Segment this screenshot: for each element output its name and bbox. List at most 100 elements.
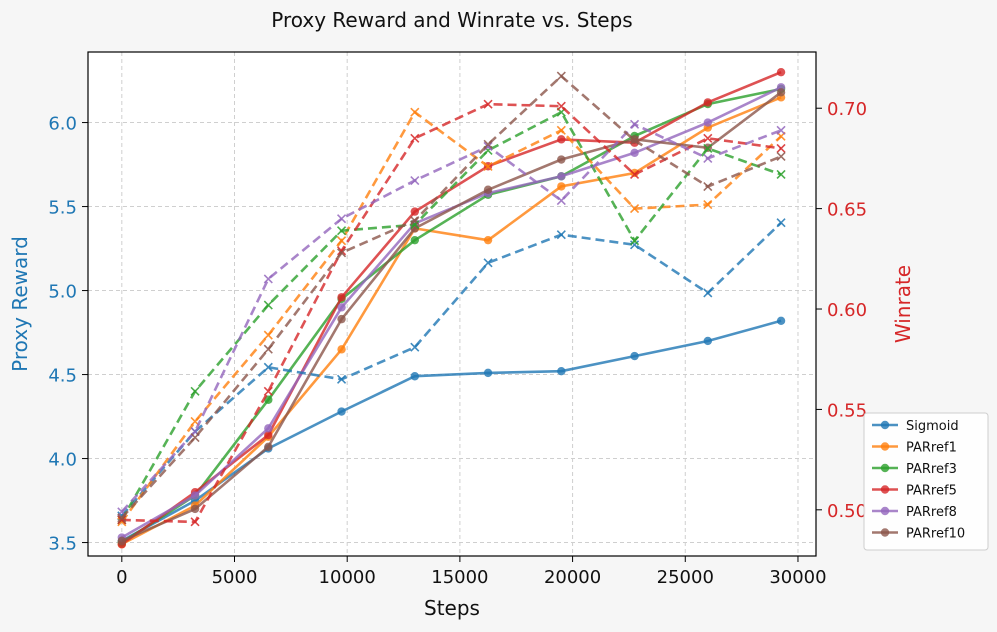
legend-label: PARref8 (906, 505, 957, 520)
left-tick-label: 5.5 (48, 198, 77, 219)
x-tick-label: 10000 (319, 567, 376, 588)
left-tick-label: 3.5 (48, 534, 77, 555)
winrate-point-parref5 (703, 133, 713, 143)
winrate-point-parref5 (190, 517, 200, 527)
reward-line-parref1 (121, 96, 782, 546)
winrate-point-sigmoid (263, 362, 273, 372)
winrate-point-parref3 (776, 169, 786, 180)
legend-marker (880, 528, 890, 537)
winrate-line-parref10 (120, 74, 782, 519)
right-tick-label: 0.60 (827, 300, 867, 321)
reward-point-sigmoid (410, 372, 420, 381)
reward-point-parref1 (630, 168, 639, 178)
winrate-point-parref5 (776, 143, 786, 153)
winrate-point-parref10 (263, 344, 273, 354)
plot-frame (87, 51, 817, 557)
x-tick-label: 25000 (657, 567, 714, 588)
reward-line-sigmoid (121, 319, 782, 543)
reward-point-parref10 (117, 536, 127, 546)
reward-point-parref5 (776, 67, 786, 77)
winrate-point-parref5 (263, 386, 273, 396)
reward-point-parref1 (337, 345, 346, 354)
winrate-point-parref1 (629, 204, 640, 214)
winrate-point-parref10 (336, 248, 347, 258)
winrate-series-group (117, 71, 786, 527)
reward-point-parref10 (190, 504, 200, 514)
winrate-point-parref5 (483, 99, 493, 109)
reward-series-group (117, 67, 786, 549)
left-tick-label: 4.5 (48, 366, 77, 387)
reward-point-parref1 (557, 182, 566, 191)
reward-point-parref5 (337, 293, 346, 302)
winrate-point-parref10 (703, 181, 713, 192)
winrate-point-parref5 (336, 246, 347, 256)
reward-point-sigmoid (337, 407, 346, 416)
legend-marker (880, 485, 890, 494)
winrate-point-parref1 (703, 200, 713, 210)
x-axis-title: Steps (424, 596, 480, 620)
left-tick-label: 5.0 (48, 282, 77, 303)
left-axis-title: Proxy Reward (8, 236, 32, 372)
legend-label: PARref3 (906, 462, 957, 477)
right-tick-label: 0.55 (827, 400, 867, 421)
winrate-point-sigmoid (556, 230, 566, 240)
reward-point-parref8 (190, 491, 200, 500)
winrate-point-parref1 (483, 161, 493, 172)
right-axis: 0.50 0.55 0.60 0.65 0.70 (816, 99, 867, 522)
x-axis: 0 5000 10000 15000 20000 25000 30000 (116, 556, 827, 588)
winrate-point-parref8 (263, 274, 273, 284)
reward-line-parref3 (121, 87, 782, 544)
winrate-point-parref5 (556, 101, 566, 111)
winrate-point-sigmoid (483, 258, 493, 268)
legend-marker (880, 420, 890, 430)
winrate-point-parref3 (190, 386, 200, 396)
winrate-line-parref1 (120, 110, 782, 523)
reward-point-sigmoid (483, 368, 493, 378)
winrate-point-parref8 (410, 175, 420, 186)
winrate-point-parref10 (410, 216, 420, 226)
reward-point-parref1 (483, 235, 493, 245)
reward-point-parref10 (337, 314, 346, 324)
winrate-point-parref8 (629, 119, 640, 129)
winrate-point-parref1 (263, 330, 273, 340)
winrate-point-parref8 (556, 196, 566, 206)
reward-point-sigmoid (703, 336, 713, 346)
left-tick-label: 4.0 (48, 450, 77, 471)
winrate-point-parref10 (556, 71, 566, 81)
winrate-point-parref5 (117, 515, 127, 525)
x-tick-label: 0 (116, 567, 127, 588)
reward-point-parref8 (557, 172, 566, 181)
winrate-point-sigmoid (703, 288, 713, 298)
reward-point-parref8 (703, 118, 713, 127)
reward-line-parref10 (121, 91, 782, 543)
winrate-point-parref10 (483, 139, 493, 149)
x-tick-label: 30000 (769, 567, 826, 588)
winrate-point-parref3 (263, 300, 273, 310)
reward-point-sigmoid (630, 351, 639, 361)
legend: Sigmoid PARref1 PARref3 PARref5 PARref8 PARre… (863, 412, 989, 551)
legend-label: PARref1 (906, 441, 957, 456)
reward-point-parref8 (630, 148, 639, 157)
reward-point-parref5 (557, 135, 566, 144)
winrate-point-parref8 (336, 214, 347, 224)
reward-point-parref5 (703, 98, 713, 107)
winrate-point-parref8 (703, 153, 713, 163)
winrate-point-parref1 (336, 236, 347, 246)
reward-point-parref5 (410, 207, 420, 216)
reward-point-parref10 (264, 442, 273, 451)
legend-marker (880, 506, 890, 516)
x-tick-label: 20000 (544, 567, 601, 588)
winrate-point-parref3 (336, 226, 347, 236)
right-tick-label: 0.50 (827, 501, 867, 522)
legend-marker (880, 463, 890, 473)
winrate-point-sigmoid (776, 218, 786, 228)
reward-point-parref8 (264, 424, 273, 433)
winrate-line-parref8 (120, 122, 782, 513)
winrate-point-parref10 (190, 432, 200, 443)
reward-point-parref10 (557, 155, 566, 164)
legend-label: PARref5 (906, 484, 957, 499)
reward-point-parref8 (337, 303, 346, 312)
winrate-point-parref5 (629, 169, 640, 180)
reward-point-parref10 (483, 185, 493, 194)
